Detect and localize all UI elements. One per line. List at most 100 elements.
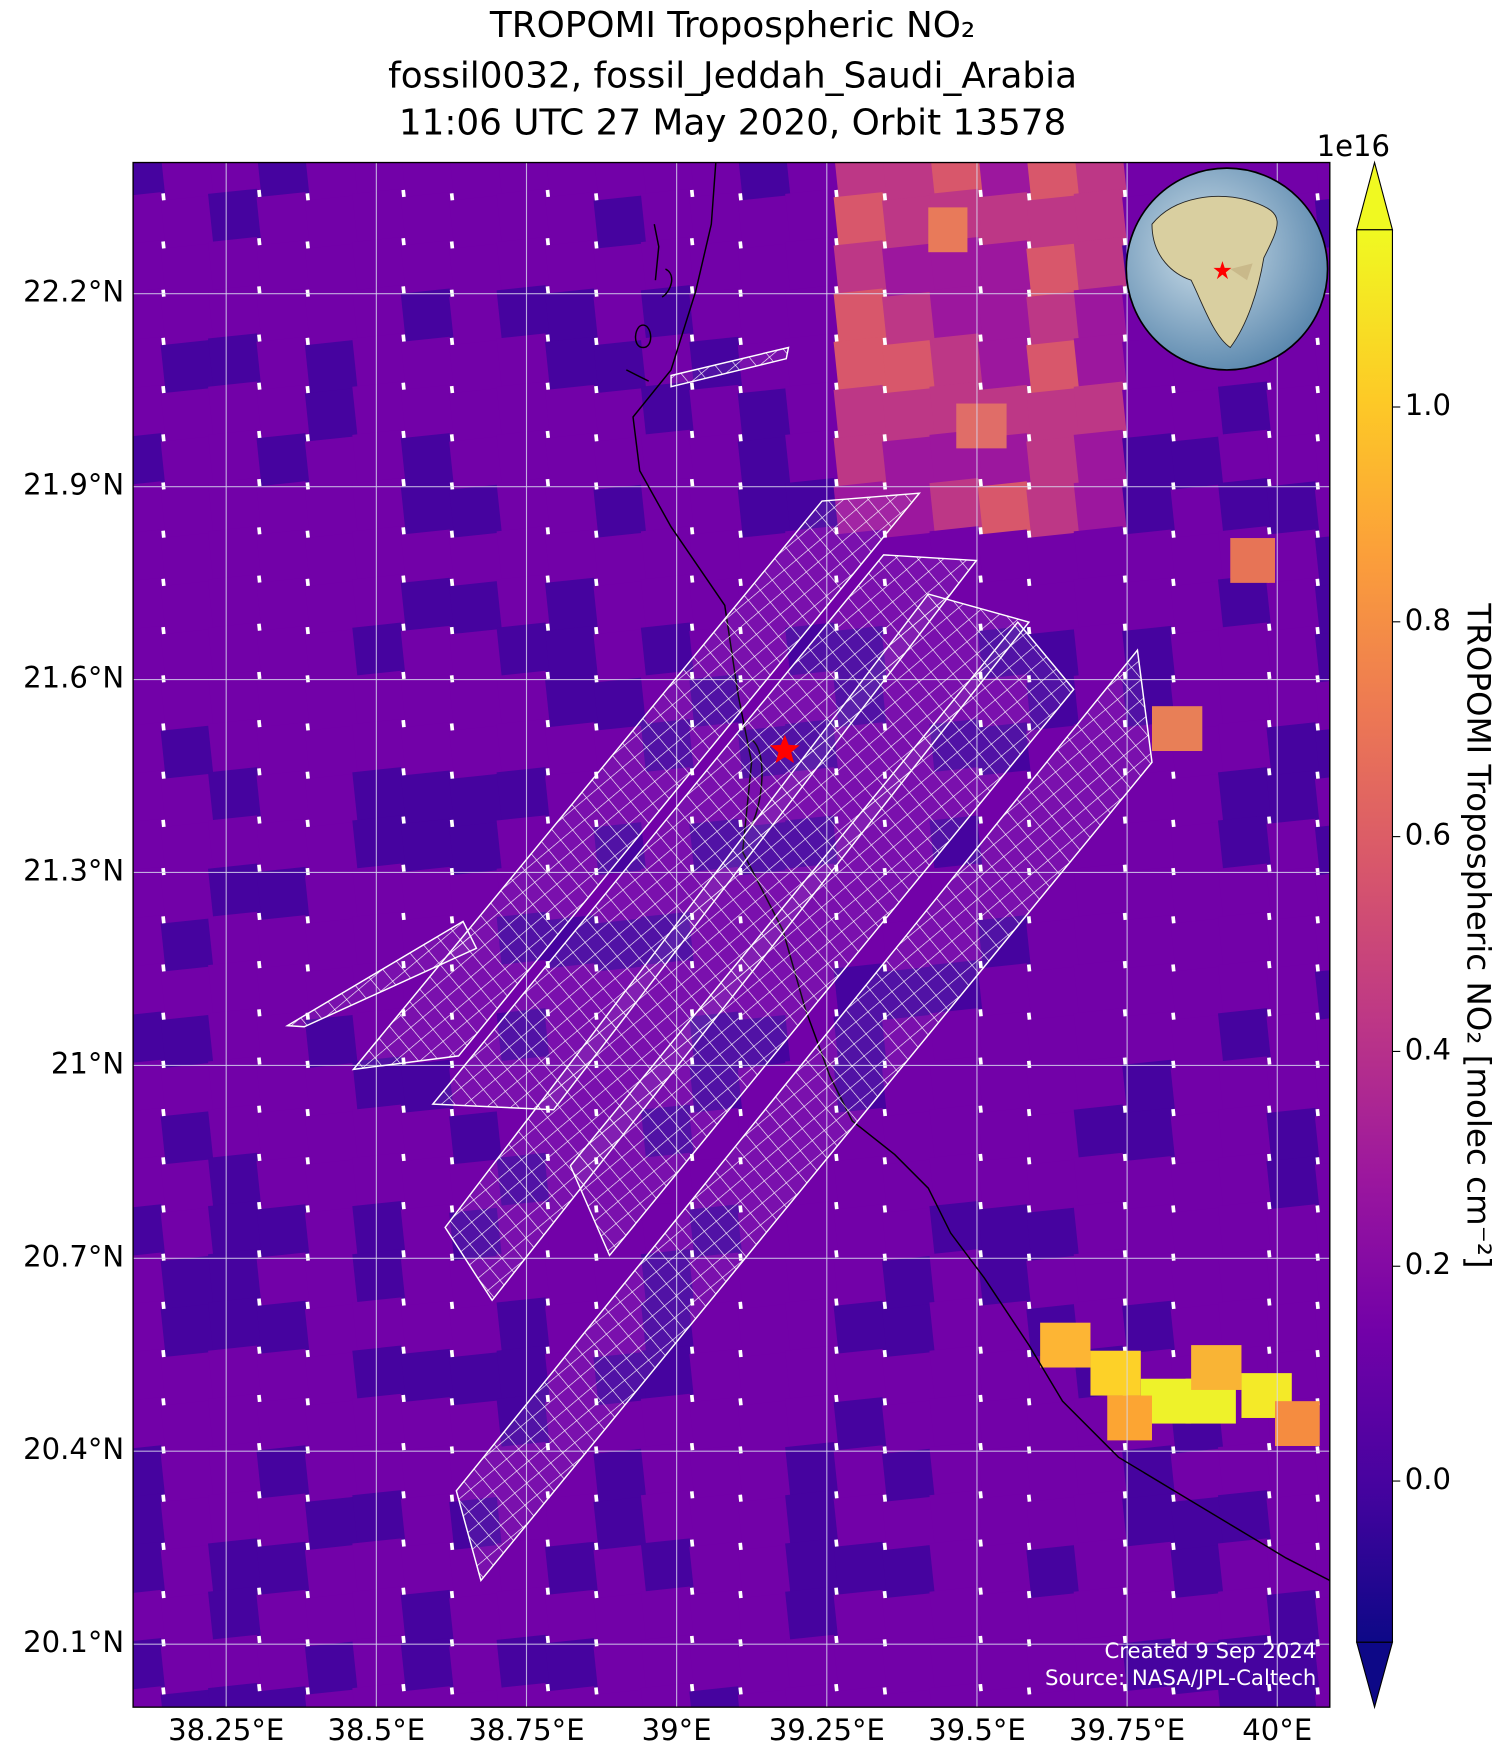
- field-cell: [1314, 1111, 1330, 1166]
- field-cell: [256, 866, 311, 922]
- field-cell: [208, 863, 263, 918]
- field-cell: [133, 722, 167, 777]
- field-cell: [1314, 629, 1330, 684]
- field-cell: [1122, 1638, 1177, 1693]
- field-cell: [352, 1441, 407, 1497]
- field-cell: [593, 388, 648, 443]
- field-cell: [304, 162, 359, 202]
- field-cell: [640, 1682, 695, 1708]
- field-cell: [1266, 1011, 1321, 1066]
- field-cell: [133, 384, 167, 440]
- field-cell: [1073, 1104, 1128, 1159]
- field-cell: [1122, 481, 1177, 536]
- field-cell: [1170, 436, 1225, 491]
- field-cell: [1122, 1204, 1177, 1259]
- field-cell: [400, 770, 455, 825]
- field-cell: [160, 677, 215, 732]
- field-cell: [785, 1200, 840, 1256]
- field-cell: [833, 336, 888, 391]
- field-cell: [640, 574, 695, 629]
- field-cell: [304, 1111, 359, 1166]
- field-cell: [133, 1445, 167, 1500]
- field-cell: [977, 288, 1032, 343]
- field-cell: [400, 192, 455, 247]
- field-cell: [208, 236, 263, 292]
- field-cell: [208, 911, 263, 966]
- field-cell: [352, 477, 407, 533]
- field-cell: [496, 526, 551, 581]
- field-cell: [1230, 538, 1276, 583]
- field-cell: [496, 718, 551, 774]
- field-cell: [1217, 1104, 1273, 1159]
- field-cell: [160, 340, 215, 395]
- field-cell: [929, 1634, 984, 1689]
- field-cell: [1026, 1207, 1081, 1262]
- footprint: [351, 492, 921, 1071]
- field-cell: [1122, 866, 1177, 922]
- field-cell: [449, 629, 504, 684]
- field-cell: [496, 285, 551, 340]
- field-cell: [1026, 162, 1081, 202]
- field-cell: [1170, 773, 1225, 829]
- field-cell: [400, 1638, 455, 1693]
- field-cell: [160, 581, 215, 636]
- field-cell: [133, 433, 167, 488]
- field-cell: [1314, 1448, 1330, 1503]
- field-cell: [304, 1304, 359, 1359]
- field-cell: [1122, 577, 1177, 632]
- field-cell: [1314, 1207, 1330, 1262]
- field-cell: [1170, 966, 1225, 1021]
- field-cell: [304, 1545, 359, 1600]
- field-cell: [449, 436, 504, 491]
- field-cell: [1217, 477, 1273, 533]
- field-cell: [352, 1297, 407, 1352]
- field-cell: [496, 162, 551, 195]
- field-cell: [882, 291, 937, 347]
- field-cell: [1073, 959, 1128, 1015]
- field-cell: [1122, 818, 1177, 873]
- field-cell: [1073, 1441, 1128, 1497]
- field-cell: [304, 1689, 359, 1708]
- field-cell: [1170, 1014, 1225, 1070]
- x-tick-label: 40°E: [1242, 1713, 1312, 1747]
- field-cell: [304, 1255, 359, 1311]
- field-cell: [1314, 1641, 1330, 1696]
- field-cell: [133, 915, 167, 970]
- field-cell: [1122, 336, 1177, 391]
- field-cell: [593, 677, 648, 732]
- field-cell: [133, 1252, 167, 1307]
- islands: [625, 224, 763, 830]
- field-cell: [256, 577, 311, 632]
- field-cell: [496, 333, 551, 388]
- field-cell: [304, 1159, 359, 1214]
- field-cell: [1266, 915, 1321, 970]
- field-cell: [1073, 1152, 1128, 1207]
- field-cell: [689, 433, 744, 488]
- field-cell: [133, 1638, 167, 1693]
- field-cell: [737, 1496, 792, 1552]
- field-cell: [1314, 918, 1330, 973]
- field-cell: [1170, 1593, 1225, 1648]
- field-cell: [1314, 773, 1330, 829]
- field-cell: [1122, 1541, 1177, 1596]
- field-cell: [1170, 1159, 1225, 1214]
- field-cell: [882, 243, 937, 298]
- field-cell: [400, 336, 455, 391]
- field-cell: [1026, 195, 1081, 250]
- field-cell: [304, 1400, 359, 1455]
- field-cell: [929, 1682, 984, 1708]
- field-cell: [929, 1056, 984, 1111]
- field-cell: [400, 240, 455, 295]
- inset-globe: [1125, 167, 1329, 371]
- field-cell: [737, 1304, 792, 1359]
- field-cell: [545, 481, 600, 536]
- field-cell: [208, 718, 263, 774]
- field-cell: [1026, 532, 1081, 588]
- field-cell: [640, 381, 695, 436]
- field-cell: [160, 773, 215, 829]
- field-cell: [352, 1538, 407, 1593]
- field-cell: [977, 1300, 1032, 1355]
- field-cell: [304, 1014, 359, 1070]
- y-tick-label: 21°N: [51, 1046, 124, 1080]
- field-cell: [1314, 1689, 1330, 1708]
